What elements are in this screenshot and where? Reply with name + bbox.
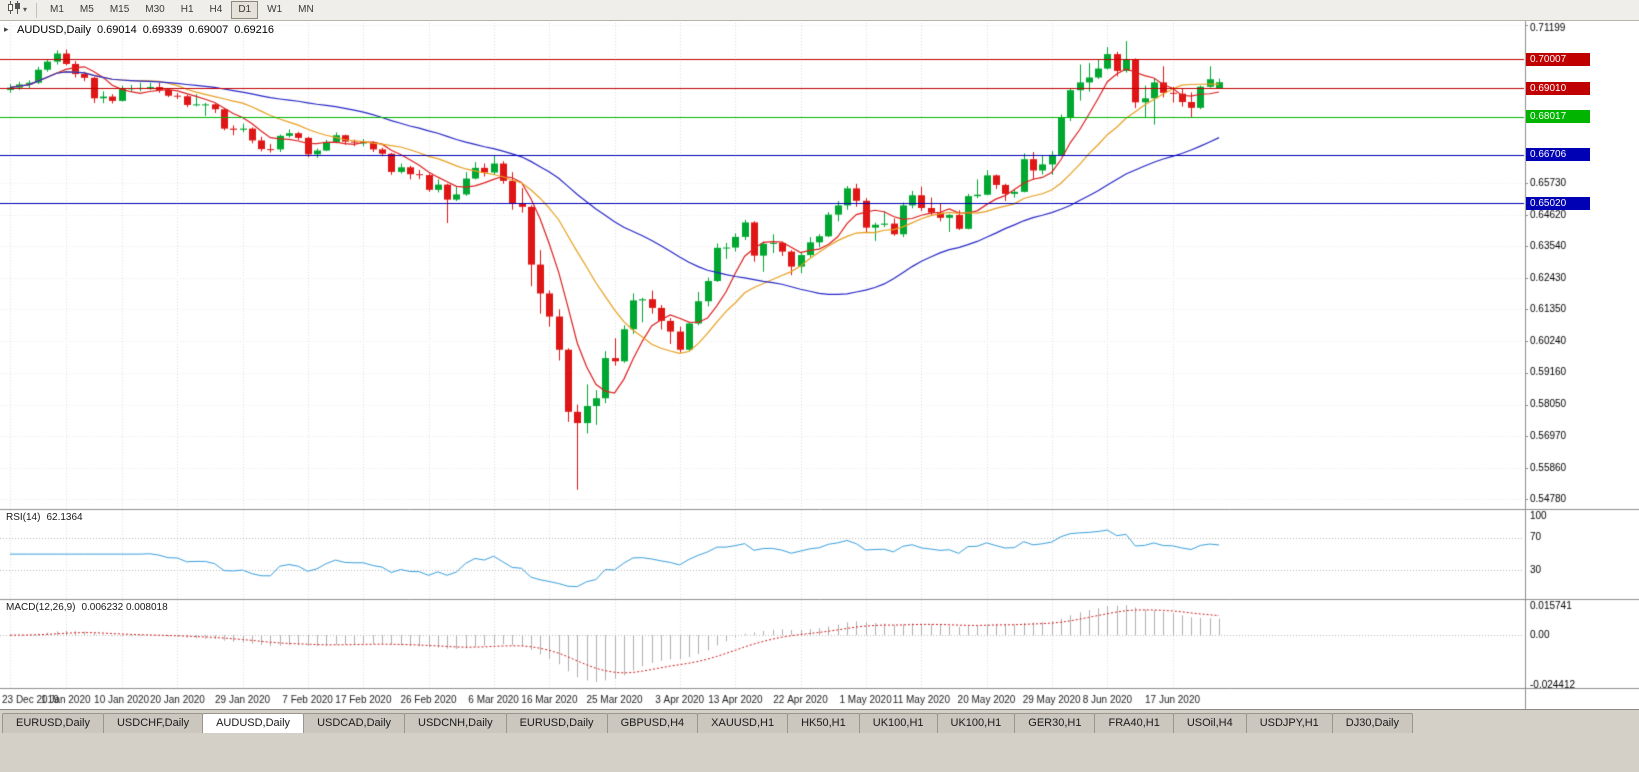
rsi-indicator-label: RSI(14) 62.1364 bbox=[6, 512, 83, 523]
timeframe-button-m15[interactable]: M15 bbox=[103, 1, 136, 19]
timeframe-button-mn[interactable]: MN bbox=[291, 1, 321, 19]
macd-value: 0.006232 0.008018 bbox=[81, 602, 168, 613]
chart-style-button[interactable]: ▾ bbox=[3, 0, 31, 20]
timeframe-button-h4[interactable]: H4 bbox=[203, 1, 230, 19]
ohlc-close: 0.69216 bbox=[234, 24, 275, 36]
chart-tab-usdcnh-4[interactable]: USDCNH,Daily bbox=[404, 713, 507, 733]
price-line-label[interactable]: 0.70007 bbox=[1526, 52, 1590, 66]
chart-tab-eurusd-5[interactable]: EURUSD,Daily bbox=[505, 713, 608, 733]
toolbar-separator bbox=[36, 2, 38, 18]
candlestick-chart-icon bbox=[7, 1, 21, 19]
timeframe-button-m5[interactable]: M5 bbox=[73, 1, 101, 19]
price-line-label[interactable]: 0.68017 bbox=[1526, 110, 1590, 124]
chart-tab-ger30-11[interactable]: GER30,H1 bbox=[1014, 713, 1096, 733]
timeframe-button-m1[interactable]: M1 bbox=[43, 1, 71, 19]
rsi-value: 62.1364 bbox=[46, 512, 83, 523]
chart-tab-audusd-2[interactable]: AUDUSD,Daily bbox=[202, 713, 305, 733]
chart-tab-gbpusd-6[interactable]: GBPUSD,H4 bbox=[606, 713, 699, 733]
chart-tab-uk100-9[interactable]: UK100,H1 bbox=[858, 713, 938, 733]
chart-tabs-bar: EURUSD,Daily USDCHF,Daily AUDUSD,Daily USDC… bbox=[0, 709, 1639, 733]
ohlc-high: 0.69339 bbox=[142, 24, 183, 36]
macd-indicator-label: MACD(12,26,9) 0.006232 0.008018 bbox=[6, 602, 168, 613]
price-chart-canvas[interactable] bbox=[0, 21, 1639, 709]
chart-tab-uk100-10[interactable]: UK100,H1 bbox=[936, 713, 1016, 733]
timeframe-toolbar: ▾ M1 M5 M15 M30 H1 H4 D1 W1 MN bbox=[0, 0, 1639, 21]
chart-tab-usdchf-1[interactable]: USDCHF,Daily bbox=[102, 713, 204, 733]
chart-tab-eurusd-0[interactable]: EURUSD,Daily bbox=[2, 713, 104, 733]
chart-title: AUDUSD,Daily 0.69014 0.69339 0.69007 0.6… bbox=[17, 24, 274, 36]
rsi-name: RSI(14) bbox=[6, 512, 41, 523]
macd-name: MACD(12,26,9) bbox=[6, 602, 76, 613]
timeframe-button-d1[interactable]: D1 bbox=[231, 1, 259, 19]
chart-tab-xauusd-7[interactable]: XAUUSD,H1 bbox=[697, 713, 789, 733]
chart-tab-dj30-15[interactable]: DJ30,Daily bbox=[1331, 713, 1413, 733]
timeframe-button-m30[interactable]: M30 bbox=[138, 1, 171, 19]
timeframe-buttons: M1 M5 M15 M30 H1 H4 D1 W1 MN bbox=[42, 1, 322, 19]
ohlc-low: 0.69007 bbox=[188, 24, 229, 36]
price-line-label[interactable]: 0.66706 bbox=[1526, 148, 1590, 162]
chart-tab-hk50-8[interactable]: HK50,H1 bbox=[787, 713, 860, 733]
ohlc-open: 0.69014 bbox=[96, 24, 137, 36]
chart-area: ▸ AUDUSD,Daily 0.69014 0.69339 0.69007 0… bbox=[0, 21, 1639, 709]
price-line-label[interactable]: 0.65020 bbox=[1526, 196, 1590, 210]
timeframe-button-w1[interactable]: W1 bbox=[260, 1, 289, 19]
price-line-label[interactable]: 0.69010 bbox=[1526, 81, 1590, 95]
one-click-trading-toggle[interactable]: ▸ bbox=[4, 24, 9, 34]
chart-tab-usoil-13[interactable]: USOil,H4 bbox=[1172, 713, 1247, 733]
chart-symbol-period: AUDUSD,Daily bbox=[17, 24, 91, 36]
timeframe-button-h1[interactable]: H1 bbox=[174, 1, 201, 19]
dropdown-caret-icon: ▾ bbox=[23, 5, 28, 14]
chart-tab-usdjpy-14[interactable]: USDJPY,H1 bbox=[1245, 713, 1333, 733]
status-area bbox=[0, 733, 1639, 772]
chart-tab-fra40-12[interactable]: FRA40,H1 bbox=[1094, 713, 1174, 733]
chart-tab-usdcad-3[interactable]: USDCAD,Daily bbox=[303, 713, 406, 733]
